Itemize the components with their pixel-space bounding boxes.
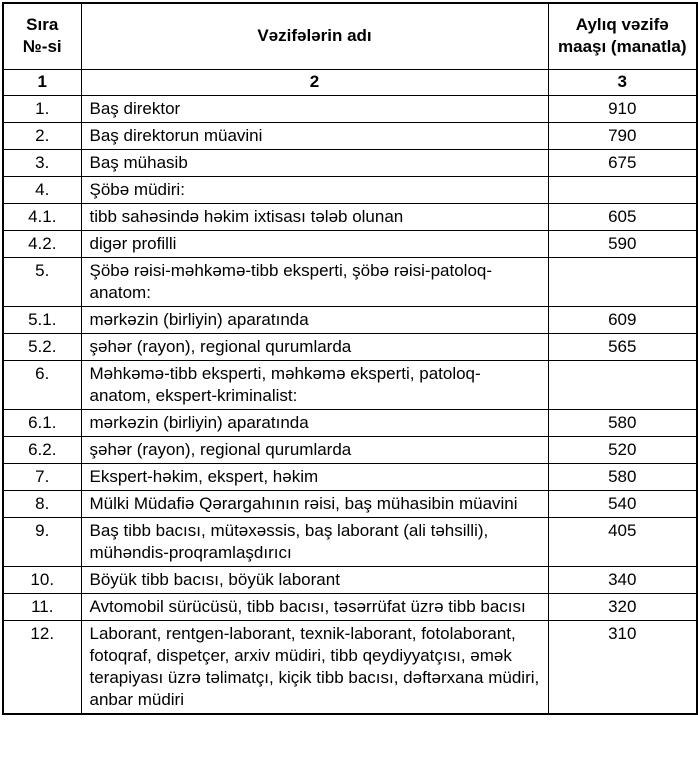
table-row: 6.1. mərkəzin (birliyin) aparatında 580 [2, 408, 698, 437]
position-name-cell: Məhkəmə-tibb eksperti, məhkəmə eksperti,… [80, 359, 549, 410]
position-name-cell: Şöbə rəisi-məhkəmə-tibb eksperti, şöbə r… [80, 256, 549, 307]
table-row: 6.2. şəhər (rayon), regional qurumlarda … [2, 435, 698, 464]
row-number-cell: 5. [2, 256, 82, 307]
row-number-cell: 6.2. [2, 435, 82, 464]
salary-cell: 675 [547, 148, 698, 177]
salary-cell: 540 [547, 489, 698, 518]
row-number-cell: 6.1. [2, 408, 82, 437]
position-name-cell: Baş tibb bacısı, mütəxəssis, baş laboran… [80, 516, 549, 567]
salary-cell: 565 [547, 332, 698, 361]
table-row: 12. Laborant, rentgen-laborant, texnik-l… [2, 619, 698, 714]
table-row: 5. Şöbə rəisi-məhkəmə-tibb eksperti, şöb… [2, 256, 698, 307]
column-header-position: Vəzifələrin adı [80, 2, 549, 70]
row-number-cell: 5.2. [2, 332, 82, 361]
table-row: 7. Ekspert-həkim, ekspert, həkim 580 [2, 462, 698, 491]
salary-cell [547, 175, 698, 204]
table-row: 3. Baş mühasib 675 [2, 148, 698, 177]
salary-table: Sıra №-si Vəzifələrin adı Aylıq vəzifə m… [2, 2, 698, 715]
salary-cell [547, 359, 698, 410]
column-number-row: 1 2 3 [2, 68, 698, 96]
salary-cell: 609 [547, 305, 698, 334]
salary-cell: 310 [547, 619, 698, 714]
table-row: 5.2. şəhər (rayon), regional qurumlarda … [2, 332, 698, 361]
row-number-cell: 4.2. [2, 229, 82, 258]
column-header-no: Sıra №-si [2, 2, 82, 70]
row-number-cell: 10. [2, 565, 82, 594]
salary-cell: 340 [547, 565, 698, 594]
table-row: 2. Baş direktorun müavini 790 [2, 121, 698, 150]
table-row: 4. Şöbə müdiri: [2, 175, 698, 204]
table-row: 6. Məhkəmə-tibb eksperti, məhkəmə eksper… [2, 359, 698, 410]
position-name-cell: mərkəzin (birliyin) aparatında [80, 305, 549, 334]
position-name-cell: Mülki Müdafiə Qərargahının rəisi, baş mü… [80, 489, 549, 518]
row-number-cell: 3. [2, 148, 82, 177]
salary-cell: 580 [547, 462, 698, 491]
column-number-3: 3 [547, 68, 698, 96]
position-name-cell: Avtomobil sürücüsü, tibb bacısı, təsərrü… [80, 592, 549, 621]
position-name-cell: şəhər (rayon), regional qurumlarda [80, 332, 549, 361]
table-row: 8. Mülki Müdafiə Qərargahının rəisi, baş… [2, 489, 698, 518]
row-number-cell: 11. [2, 592, 82, 621]
salary-cell: 580 [547, 408, 698, 437]
table-row: 4.2. digər profilli 590 [2, 229, 698, 258]
table-row: 11. Avtomobil sürücüsü, tibb bacısı, təs… [2, 592, 698, 621]
column-number-2: 2 [80, 68, 549, 96]
row-number-cell: 8. [2, 489, 82, 518]
row-number-cell: 7. [2, 462, 82, 491]
position-name-cell: digər profilli [80, 229, 549, 258]
row-number-cell: 4.1. [2, 202, 82, 231]
position-name-cell: Şöbə müdiri: [80, 175, 549, 204]
salary-cell: 910 [547, 94, 698, 123]
table-row: 9. Baş tibb bacısı, mütəxəssis, baş labo… [2, 516, 698, 567]
position-name-cell: mərkəzin (birliyin) aparatında [80, 408, 549, 437]
header-row: Sıra №-si Vəzifələrin adı Aylıq vəzifə m… [2, 2, 698, 70]
table-row: 5.1. mərkəzin (birliyin) aparatında 609 [2, 305, 698, 334]
salary-cell: 405 [547, 516, 698, 567]
row-number-cell: 1. [2, 94, 82, 123]
position-name-cell: tibb sahəsində həkim ixtisası tələb olun… [80, 202, 549, 231]
row-number-cell: 4. [2, 175, 82, 204]
column-number-1: 1 [2, 68, 82, 96]
table-row: 1. Baş direktor 910 [2, 94, 698, 123]
position-name-cell: Baş direktorun müavini [80, 121, 549, 150]
position-name-cell: Baş direktor [80, 94, 549, 123]
position-name-cell: Ekspert-həkim, ekspert, həkim [80, 462, 549, 491]
row-number-cell: 12. [2, 619, 82, 714]
salary-cell: 520 [547, 435, 698, 464]
position-name-cell: Baş mühasib [80, 148, 549, 177]
table-row: 4.1. tibb sahəsində həkim ixtisası tələb… [2, 202, 698, 231]
position-name-cell: Laborant, rentgen-laborant, texnik-labor… [80, 619, 549, 714]
row-number-cell: 9. [2, 516, 82, 567]
salary-cell: 320 [547, 592, 698, 621]
salary-cell [547, 256, 698, 307]
table-row: 10. Böyük tibb bacısı, böyük laborant 34… [2, 565, 698, 594]
position-name-cell: şəhər (rayon), regional qurumlarda [80, 435, 549, 464]
row-number-cell: 2. [2, 121, 82, 150]
position-name-cell: Böyük tibb bacısı, böyük laborant [80, 565, 549, 594]
column-header-salary: Aylıq vəzifə maaşı (manatla) [547, 2, 698, 70]
row-number-cell: 6. [2, 359, 82, 410]
salary-cell: 590 [547, 229, 698, 258]
salary-cell: 605 [547, 202, 698, 231]
row-number-cell: 5.1. [2, 305, 82, 334]
salary-cell: 790 [547, 121, 698, 150]
